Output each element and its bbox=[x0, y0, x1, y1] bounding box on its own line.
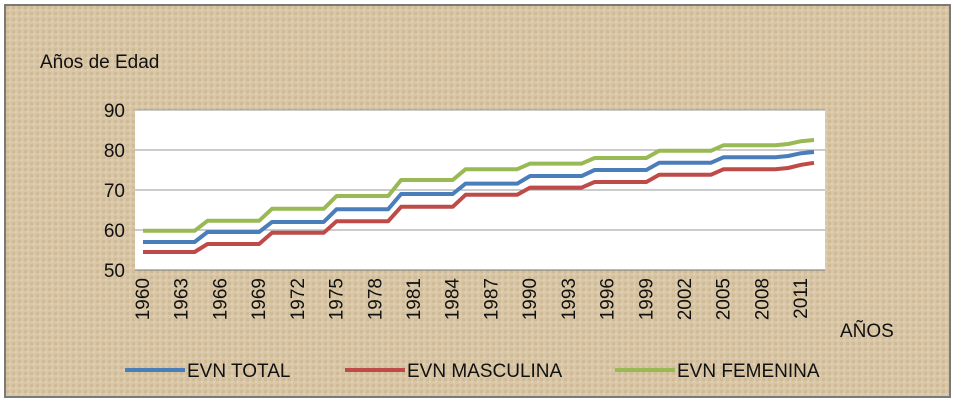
x-tick-label: 1969 bbox=[249, 278, 270, 320]
x-axis-label: AÑOS bbox=[840, 320, 894, 342]
y-axis-label: Años de Edad bbox=[40, 52, 159, 73]
legend-label: EVN TOTAL bbox=[187, 361, 290, 382]
data-line bbox=[143, 160, 815, 254]
legend-label: EVN MASCULINA bbox=[407, 361, 563, 382]
x-tick-label: 1972 bbox=[288, 278, 309, 320]
x-tick-label: 1975 bbox=[327, 278, 348, 320]
x-tick-label: 1999 bbox=[636, 278, 657, 320]
x-tick-label: 1990 bbox=[520, 278, 541, 320]
x-tick-label: 1981 bbox=[404, 278, 425, 320]
x-tick-label: 1966 bbox=[210, 278, 231, 320]
x-tick-label: 1960 bbox=[133, 278, 154, 320]
legend-label: EVN FEMENINA bbox=[677, 361, 820, 382]
x-tick-label: 1984 bbox=[443, 278, 464, 321]
x-tick-label: 1987 bbox=[481, 278, 502, 320]
x-tick-label: 1978 bbox=[365, 278, 386, 320]
y-tick-label: 90 bbox=[104, 101, 125, 122]
x-tick-label: 1993 bbox=[559, 278, 580, 320]
x-tick-label: 2005 bbox=[714, 278, 735, 320]
y-tick-label: 60 bbox=[104, 221, 125, 242]
data-line bbox=[143, 150, 815, 244]
y-tick-label: 80 bbox=[104, 141, 125, 162]
data-line bbox=[143, 138, 815, 233]
y-tick-label: 50 bbox=[104, 261, 125, 282]
y-tick-label: 70 bbox=[104, 181, 125, 202]
x-tick-label: 2011 bbox=[791, 278, 812, 319]
x-tick-label: 2002 bbox=[675, 278, 696, 320]
x-tick-label: 1963 bbox=[172, 278, 193, 320]
x-tick-label: 2008 bbox=[752, 278, 773, 320]
x-tick-label: 1996 bbox=[598, 278, 619, 320]
